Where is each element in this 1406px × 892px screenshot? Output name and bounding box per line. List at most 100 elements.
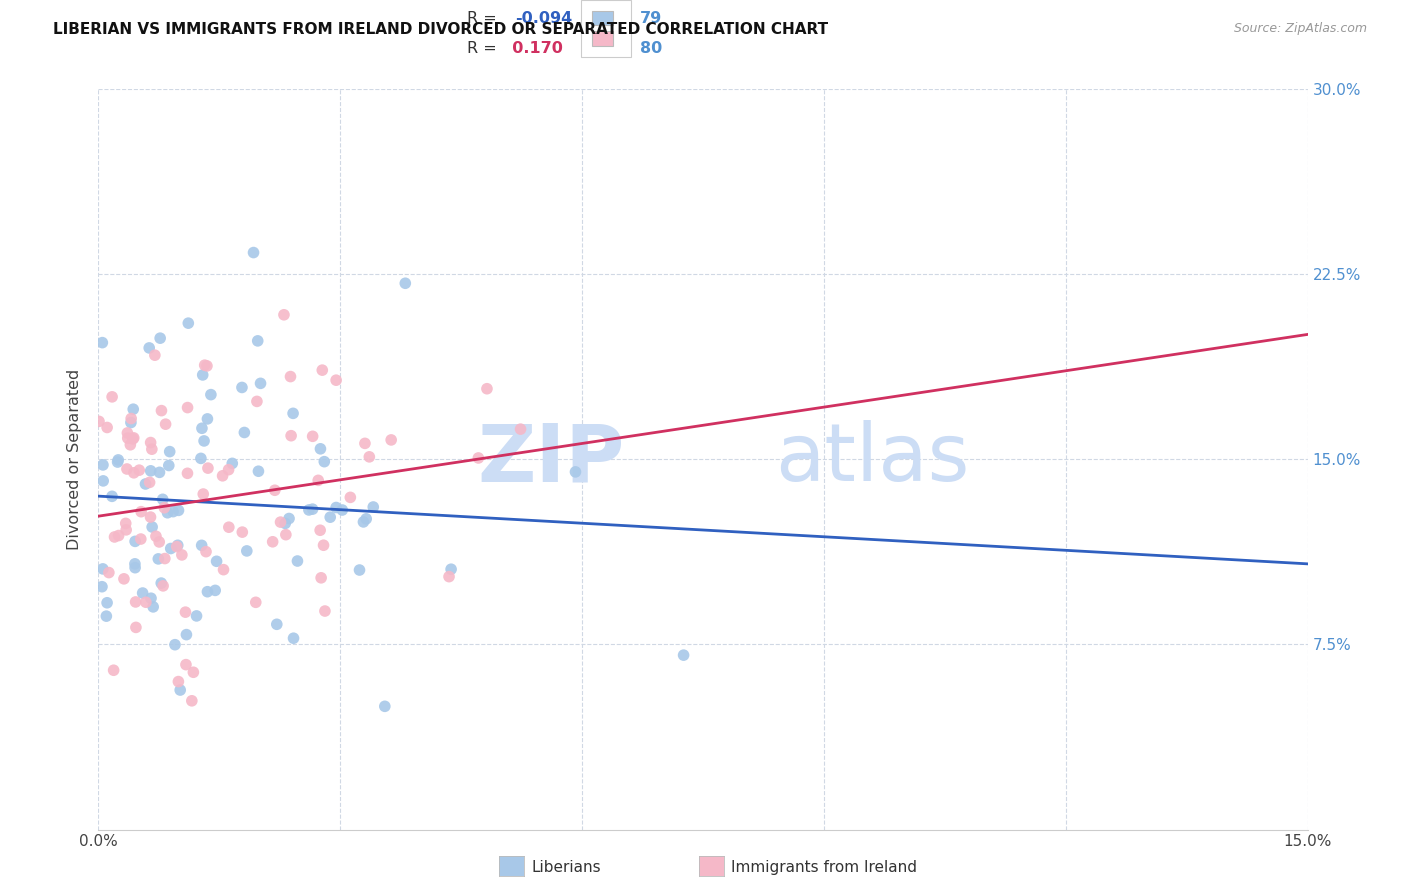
Point — [309, 523, 332, 537]
Point — [190, 451, 212, 466]
Point — [139, 464, 162, 478]
Point — [134, 477, 156, 491]
Point — [138, 341, 160, 355]
Text: LIBERIAN VS IMMIGRANTS FROM IRELAND DIVORCED OR SEPARATED CORRELATION CHART: LIBERIAN VS IMMIGRANTS FROM IRELAND DIVO… — [53, 22, 828, 37]
Point — [125, 620, 148, 634]
Point — [475, 382, 498, 396]
Point — [114, 516, 136, 531]
Text: N =: N = — [592, 12, 638, 27]
Point — [231, 380, 253, 394]
Point — [159, 541, 181, 556]
Text: N =: N = — [592, 41, 638, 56]
Point — [120, 438, 142, 452]
Point — [87, 414, 110, 428]
Text: 0.170: 0.170 — [501, 41, 562, 56]
Point — [148, 535, 170, 549]
Point — [112, 572, 135, 586]
Point — [354, 512, 377, 526]
Point — [120, 416, 142, 430]
Point — [218, 520, 240, 534]
Point — [200, 387, 222, 401]
Point — [274, 516, 297, 531]
Point — [167, 503, 190, 517]
Point — [194, 358, 217, 372]
Point — [218, 463, 240, 477]
Point — [354, 436, 377, 450]
Point — [281, 406, 304, 420]
Point — [339, 491, 361, 505]
Point — [301, 429, 323, 443]
Point — [143, 348, 166, 362]
Point — [122, 432, 145, 446]
Point — [325, 373, 347, 387]
Point — [307, 474, 329, 488]
Point — [162, 505, 184, 519]
Point — [150, 403, 173, 417]
Point — [122, 402, 145, 417]
Point — [280, 428, 302, 442]
Point — [186, 608, 208, 623]
Point — [145, 529, 167, 543]
Text: ZIP: ZIP — [477, 420, 624, 499]
Point — [122, 466, 145, 480]
Text: -0.094: -0.094 — [516, 12, 572, 27]
Point — [107, 455, 129, 469]
Point — [124, 595, 146, 609]
Text: Source: ZipAtlas.com: Source: ZipAtlas.com — [1233, 22, 1367, 36]
Point — [155, 417, 177, 432]
Point — [440, 562, 463, 576]
Point — [129, 505, 152, 519]
Text: R =: R = — [467, 41, 502, 56]
Point — [152, 579, 174, 593]
Point — [314, 604, 336, 618]
Point — [167, 674, 190, 689]
Point — [141, 442, 163, 457]
Point — [270, 515, 292, 529]
Point — [221, 456, 243, 470]
Point — [174, 657, 197, 672]
Point — [672, 648, 695, 662]
Point — [236, 544, 259, 558]
Point — [374, 699, 396, 714]
Point — [204, 583, 226, 598]
Point — [361, 500, 384, 514]
Point — [176, 401, 198, 415]
Point — [263, 483, 285, 498]
Point — [177, 316, 200, 330]
Point — [139, 510, 162, 524]
Point — [139, 435, 162, 450]
Point — [170, 548, 193, 562]
Point — [107, 453, 129, 467]
Point — [115, 523, 138, 537]
Point — [246, 394, 269, 409]
Point — [205, 554, 228, 568]
Point — [124, 560, 146, 574]
Point — [107, 528, 129, 542]
Point — [193, 487, 215, 501]
Point — [174, 605, 197, 619]
Point — [242, 245, 264, 260]
Point — [91, 580, 114, 594]
Point — [96, 596, 118, 610]
Point — [193, 434, 215, 448]
Point — [117, 425, 139, 440]
Text: 80: 80 — [640, 41, 662, 56]
Point — [298, 503, 321, 517]
Point — [141, 520, 163, 534]
Point — [212, 563, 235, 577]
Text: Immigrants from Ireland: Immigrants from Ireland — [731, 860, 917, 874]
Point — [96, 609, 118, 624]
Point — [148, 552, 170, 566]
Point — [124, 557, 146, 571]
Point — [380, 433, 402, 447]
Point — [249, 376, 271, 391]
Point — [166, 538, 188, 552]
Point — [176, 467, 198, 481]
Point — [231, 525, 253, 540]
Point — [180, 694, 202, 708]
Point — [117, 431, 139, 445]
Text: Liberians: Liberians — [531, 860, 602, 874]
Point — [129, 532, 152, 546]
Text: R =: R = — [467, 12, 502, 27]
Point — [139, 591, 162, 606]
